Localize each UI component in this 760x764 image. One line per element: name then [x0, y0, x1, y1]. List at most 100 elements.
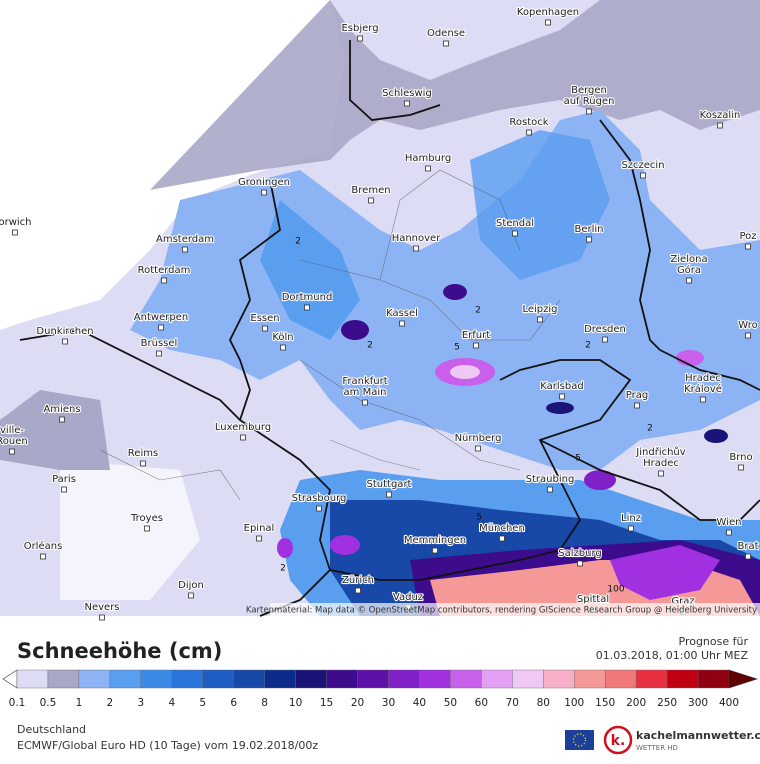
- legend-label: 70: [506, 697, 519, 709]
- city-marker: [12, 229, 18, 236]
- city-name: Antwerpen: [134, 312, 188, 323]
- contour-label: 100: [607, 585, 624, 595]
- legend-label: 8: [261, 697, 268, 709]
- city-name: Epinal: [244, 523, 275, 534]
- brand-logo: k.: [603, 725, 633, 755]
- contour-label: 2: [585, 341, 591, 351]
- contour-label: 2: [647, 424, 653, 434]
- city-marker: [182, 246, 188, 253]
- city-name: Luxemburg: [215, 422, 271, 433]
- city-name: Bergen: [571, 85, 607, 96]
- city-name: Hamburg: [405, 153, 451, 164]
- legend-label: 60: [475, 697, 488, 709]
- legend-high-arrow: [728, 669, 758, 689]
- legend-label: 200: [626, 697, 646, 709]
- legend-swatch: [357, 669, 389, 689]
- city-name: Spittal: [577, 594, 609, 605]
- city-name: Rostock: [509, 117, 548, 128]
- city-name: orwich: [0, 217, 32, 228]
- legend-swatch: [604, 669, 637, 689]
- legend-swatch: [140, 669, 172, 689]
- city-name: Nevers: [84, 602, 119, 613]
- legend-label: 150: [595, 697, 615, 709]
- city-marker: [726, 529, 732, 536]
- city-name: Prag: [626, 390, 648, 401]
- city-name: Schleswig: [382, 88, 432, 99]
- legend-label: 10: [289, 697, 302, 709]
- attribution: Kartenmaterial: Map data © OpenStreetMap…: [246, 606, 757, 616]
- city-marker: [745, 332, 751, 339]
- city-marker: [280, 344, 286, 351]
- legend-label: 3: [137, 697, 144, 709]
- city-name: Essen: [250, 313, 279, 324]
- city-marker: [499, 535, 505, 542]
- city-name: Hradec: [643, 458, 679, 469]
- city-marker: [512, 230, 518, 237]
- city-marker: [156, 350, 162, 357]
- model-info: ECMWF/Global Euro HD (10 Tage) vom 19.02…: [17, 739, 318, 752]
- city-marker: [140, 460, 146, 467]
- city-name: Králové: [684, 383, 722, 395]
- city-marker: [443, 40, 449, 47]
- city-name: Wro: [738, 320, 757, 331]
- legend-label: 250: [657, 697, 677, 709]
- legend-label: 30: [382, 697, 395, 709]
- city-marker: [526, 129, 532, 136]
- legend-swatch: [512, 669, 544, 689]
- attribution-background: [270, 603, 760, 616]
- city-name: Hannover: [392, 233, 442, 244]
- legend-label: 6: [230, 697, 237, 709]
- city-marker: [59, 416, 65, 423]
- city-name: Odense: [427, 28, 465, 39]
- contour-label: 5: [476, 513, 482, 523]
- contour-label: 5: [454, 343, 460, 353]
- city-marker: [161, 277, 167, 284]
- city-name: Strasbourg: [292, 493, 347, 504]
- map-background: [0, 0, 760, 617]
- city-marker: [425, 165, 431, 172]
- legend-label: 20: [351, 697, 364, 709]
- city-marker: [738, 464, 744, 471]
- city-name: Bremen: [351, 185, 390, 196]
- color-legend: 0.1 0.5 1 2 3 4 5 6 8 10 15 20 30 40 50 60 70 80 100 150 200…: [2, 669, 758, 709]
- city-marker: [745, 243, 751, 250]
- city-marker: [432, 547, 438, 554]
- city-name: auf Rügen: [564, 96, 615, 107]
- region: Deutschland: [17, 723, 86, 736]
- city-name: Köln: [272, 332, 293, 343]
- legend-swatch: [295, 669, 327, 689]
- city-marker: [261, 189, 267, 196]
- legend-swatch: [47, 669, 80, 689]
- city-marker: [717, 122, 723, 129]
- legend-label: 0.1: [9, 697, 26, 709]
- city-marker: [355, 587, 361, 594]
- city-marker: [62, 338, 68, 345]
- city-name: Koszalin: [700, 110, 741, 121]
- city-marker: [256, 535, 262, 542]
- legend-label: 80: [537, 697, 550, 709]
- city-marker: [634, 402, 640, 409]
- eu-flag: [565, 730, 594, 750]
- city-name: Kassel: [386, 308, 418, 319]
- city-name: Orléans: [24, 540, 63, 552]
- city-name: Straubing: [526, 474, 575, 485]
- legend-label: 40: [413, 697, 426, 709]
- city-marker: [99, 614, 105, 621]
- city-marker: [745, 553, 751, 560]
- city-name: Dortmund: [282, 292, 333, 303]
- city-name: Wien: [717, 517, 742, 528]
- city-name: Szczecin: [621, 160, 664, 171]
- legend-swatch: [419, 669, 451, 689]
- legend-swatch: [78, 669, 111, 689]
- city-marker: [475, 445, 481, 452]
- city-name: Brat: [737, 541, 758, 552]
- city-marker: [547, 486, 553, 493]
- legend-label: 1: [76, 697, 83, 709]
- city-name: Jindřichův: [635, 446, 685, 458]
- contour-label: 2: [367, 341, 373, 351]
- city-marker: [40, 553, 46, 560]
- city-name: Amiens: [43, 404, 80, 415]
- city-name: Amsterdam: [156, 234, 214, 245]
